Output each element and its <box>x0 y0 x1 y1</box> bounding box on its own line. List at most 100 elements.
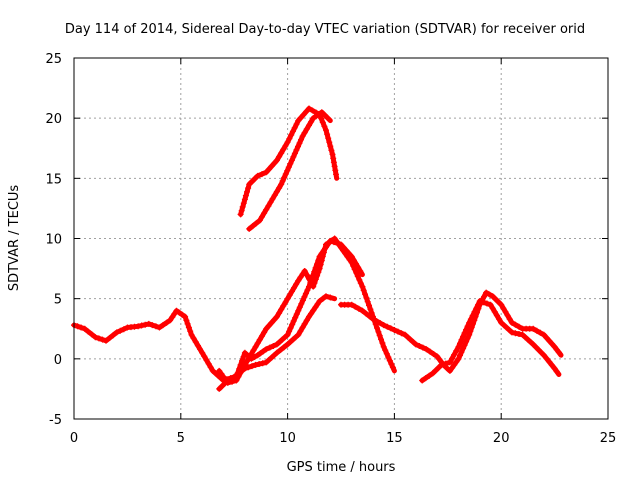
data-point <box>311 115 316 121</box>
data-point <box>264 347 269 352</box>
data-point <box>253 344 258 349</box>
data-point <box>255 173 260 179</box>
y-tick-label: 0 <box>54 353 62 368</box>
data-point <box>274 350 280 356</box>
data-point <box>317 254 322 259</box>
data-point <box>466 320 472 325</box>
y-tick-label: 5 <box>54 293 62 308</box>
data-point <box>360 308 365 313</box>
data-point <box>520 332 525 337</box>
data-point <box>217 386 222 392</box>
data-point <box>338 242 344 247</box>
series-markers <box>216 237 364 392</box>
series-markers <box>246 109 331 232</box>
x-tick-label: 25 <box>600 431 617 446</box>
data-point <box>330 152 335 157</box>
data-point <box>541 353 547 358</box>
data-point <box>402 332 408 337</box>
data-point <box>370 316 376 322</box>
data-point <box>285 140 290 145</box>
data-point <box>289 158 295 163</box>
y-tick-label: 15 <box>45 172 62 187</box>
data-point <box>268 200 273 205</box>
data-point <box>114 330 119 335</box>
data-point <box>242 362 248 368</box>
data-point <box>296 278 301 283</box>
data-point <box>323 294 329 299</box>
y-tick-label: 25 <box>45 52 62 67</box>
series-track-5 <box>419 298 562 384</box>
data-point <box>552 344 557 349</box>
data-point <box>167 318 173 323</box>
data-point <box>328 118 333 123</box>
data-point <box>306 106 312 111</box>
data-point <box>434 354 440 359</box>
series-line <box>419 298 562 383</box>
data-point <box>488 302 493 307</box>
data-point <box>217 368 222 374</box>
data-point <box>296 118 301 123</box>
data-point <box>392 368 397 374</box>
data-point <box>381 322 386 328</box>
data-point <box>103 338 109 343</box>
data-point <box>531 342 536 347</box>
data-point <box>520 326 525 331</box>
data-point <box>302 268 307 274</box>
data-point <box>447 360 453 365</box>
data-point <box>264 170 269 175</box>
data-point <box>311 284 316 289</box>
data-point <box>296 332 301 337</box>
data-point <box>499 320 504 325</box>
data-point <box>319 109 324 115</box>
y-tick-label: 10 <box>45 233 62 248</box>
data-point <box>466 332 472 337</box>
data-point <box>238 212 243 217</box>
data-point <box>456 356 461 362</box>
data-point <box>257 218 263 223</box>
data-point <box>246 226 252 232</box>
series-track-3 <box>216 237 365 392</box>
data-point <box>300 134 305 139</box>
data-point <box>199 350 205 356</box>
data-point <box>509 320 515 325</box>
data-point <box>264 360 269 365</box>
data-point <box>278 182 284 187</box>
data-point <box>285 296 290 301</box>
data-point <box>338 302 344 307</box>
series-layer <box>71 105 564 392</box>
data-point <box>447 368 453 374</box>
data-point <box>285 342 290 347</box>
data-point <box>182 314 188 319</box>
data-point <box>306 284 312 289</box>
data-point <box>234 374 239 380</box>
y-axis-label: SDTVAR / TECUs <box>7 185 22 292</box>
x-tick-label: 20 <box>493 431 510 446</box>
data-point <box>285 332 290 337</box>
series-track-6 <box>237 105 340 218</box>
x-axis-label: GPS time / hours <box>287 460 396 475</box>
data-point <box>189 332 194 337</box>
data-point <box>174 308 179 313</box>
data-point <box>349 254 354 259</box>
y-tick-label: -5 <box>49 413 62 428</box>
x-tick-label: 0 <box>70 431 78 446</box>
ticks: 0 5 10 15 20 25 -5 0 5 10 15 20 25 <box>45 52 616 446</box>
data-point <box>249 356 254 362</box>
data-point <box>146 321 151 327</box>
data-point <box>125 325 130 330</box>
data-point <box>332 296 337 301</box>
data-point <box>477 298 483 304</box>
data-point <box>419 378 425 383</box>
data-point <box>381 344 386 349</box>
data-point <box>296 308 301 313</box>
data-point <box>255 353 260 358</box>
data-point <box>509 330 515 335</box>
data-point <box>274 342 280 347</box>
y-tick-label: 20 <box>45 112 62 127</box>
data-point <box>93 334 98 340</box>
data-point <box>490 294 495 299</box>
data-point <box>424 347 429 352</box>
data-point <box>360 272 365 277</box>
data-point <box>558 353 564 358</box>
